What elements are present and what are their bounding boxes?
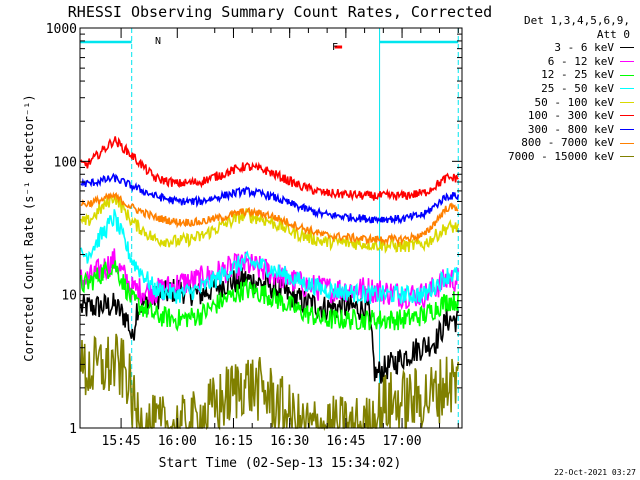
legend-entry-label: 50 - 100 keV	[534, 95, 614, 109]
legend-swatch	[620, 115, 634, 117]
y-tick-label: 1000	[46, 22, 77, 37]
legend-header-line-2: Att 0	[596, 27, 630, 41]
legend-entry: 3 - 6 keV	[476, 41, 634, 55]
legend-entry-label: 12 - 25 keV	[541, 68, 614, 82]
legend-entry: 25 - 50 keV	[476, 82, 634, 96]
legend-entry: 7000 - 15000 keV	[476, 150, 634, 164]
legend-swatch	[620, 101, 634, 103]
legend: Det 1,3,4,5,6,9, Att 0 3 - 6 keV 6 - 12 k…	[476, 14, 634, 164]
x-axis-label: Start Time (02-Sep-13 15:34:02)	[159, 456, 402, 471]
legend-header-line-1: Det 1,3,4,5,6,9,	[524, 14, 630, 27]
legend-entry-label: 100 - 300 keV	[527, 109, 614, 123]
x-tick-label: 16:00	[158, 434, 197, 449]
x-tick-label: 16:30	[270, 434, 309, 449]
legend-entry: 6 - 12 keV	[476, 55, 634, 69]
legend-swatch	[620, 61, 634, 63]
x-tick-label: 17:00	[382, 434, 421, 449]
legend-swatch	[620, 88, 634, 90]
legend-swatch	[620, 142, 634, 144]
series-line-2	[80, 260, 460, 332]
legend-entry: 800 - 7000 keV	[476, 136, 634, 150]
y-tick-label: 100	[54, 155, 77, 170]
legend-entry-label: 25 - 50 keV	[541, 81, 614, 95]
legend-entry-label: 800 - 7000 keV	[521, 136, 614, 150]
night-marker: N	[155, 36, 161, 47]
plot-area	[79, 28, 460, 432]
legend-entry: 12 - 25 keV	[476, 68, 634, 82]
legend-entry-label: 3 - 6 keV	[554, 41, 614, 55]
series-line-8	[80, 333, 460, 432]
legend-swatch	[620, 156, 634, 158]
legend-entry-label: 6 - 12 keV	[547, 54, 614, 68]
legend-entry-label: 300 - 800 keV	[527, 122, 614, 136]
x-tick-label: 16:15	[214, 434, 253, 449]
series-line-7	[80, 191, 459, 247]
timestamp-stamp: 22-Oct-2021 03:27	[554, 468, 636, 477]
series-line-3	[80, 209, 460, 305]
x-tick-label: 16:45	[326, 434, 365, 449]
axes: 1 10 100 1000 15:45 16:00 16:15 16:30 16:45 17:00	[46, 22, 463, 449]
legend-swatch	[620, 47, 634, 49]
series-line-4	[80, 193, 460, 254]
y-axis-label: Corrected Count Rate (s⁻¹ detector⁻¹)	[22, 94, 36, 361]
legend-swatch	[620, 74, 634, 76]
chart-title: RHESSI Observing Summary Count Rates, Co…	[68, 3, 492, 21]
flare-marker: F	[332, 42, 338, 53]
y-tick-label: 10	[61, 289, 77, 304]
x-tick-label: 15:45	[102, 434, 141, 449]
legend-entry: 300 - 800 keV	[476, 123, 634, 137]
legend-swatch	[620, 129, 634, 131]
legend-entries: 3 - 6 keV 6 - 12 keV 12 - 25 keV 25 - 50 ke…	[476, 41, 634, 163]
legend-entry-label: 7000 - 15000 keV	[508, 149, 614, 163]
legend-entry: 100 - 300 keV	[476, 109, 634, 123]
y-tick-label: 1	[69, 422, 77, 437]
series-line-6	[80, 172, 460, 226]
series-line-5	[80, 136, 459, 202]
legend-entry: 50 - 100 keV	[476, 96, 634, 110]
